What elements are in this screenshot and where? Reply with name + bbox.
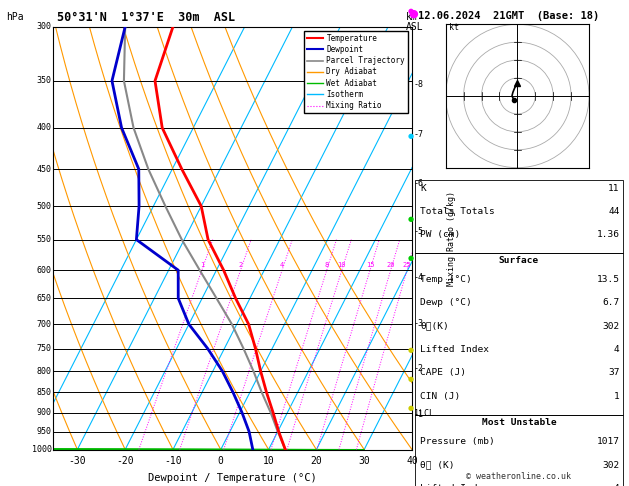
Text: 850: 850 bbox=[36, 388, 52, 397]
Text: K: K bbox=[420, 184, 426, 193]
Text: Totals Totals: Totals Totals bbox=[420, 207, 495, 216]
Text: 10: 10 bbox=[263, 456, 274, 466]
Text: hPa: hPa bbox=[6, 12, 24, 22]
Text: ●: ● bbox=[408, 9, 418, 19]
Text: Dewpoint / Temperature (°C): Dewpoint / Temperature (°C) bbox=[148, 473, 317, 483]
Text: ●: ● bbox=[408, 405, 414, 411]
Text: 400: 400 bbox=[36, 123, 52, 132]
Text: 1: 1 bbox=[200, 262, 204, 268]
Text: 302: 302 bbox=[603, 322, 620, 331]
Text: 650: 650 bbox=[36, 294, 52, 303]
Text: 300: 300 bbox=[36, 22, 52, 31]
Text: ●: ● bbox=[408, 216, 414, 222]
Text: -3: -3 bbox=[414, 319, 424, 328]
Text: 1000: 1000 bbox=[31, 445, 52, 454]
Text: 1.36: 1.36 bbox=[596, 230, 620, 240]
Text: ●: ● bbox=[408, 376, 414, 382]
Text: 40: 40 bbox=[406, 456, 418, 466]
Legend: Temperature, Dewpoint, Parcel Trajectory, Dry Adiabat, Wet Adiabat, Isotherm, Mi: Temperature, Dewpoint, Parcel Trajectory… bbox=[304, 31, 408, 113]
Text: 20: 20 bbox=[386, 262, 395, 268]
Text: 350: 350 bbox=[36, 76, 52, 86]
Text: Dewp (°C): Dewp (°C) bbox=[420, 298, 472, 308]
Text: © weatheronline.co.uk: © weatheronline.co.uk bbox=[467, 472, 571, 481]
Text: 12.06.2024  21GMT  (Base: 18): 12.06.2024 21GMT (Base: 18) bbox=[418, 11, 599, 21]
Text: -1: -1 bbox=[414, 410, 424, 418]
Text: 37: 37 bbox=[608, 368, 620, 378]
Text: Most Unstable: Most Unstable bbox=[482, 418, 556, 427]
Text: 44: 44 bbox=[608, 207, 620, 216]
Text: Mixing Ratio (g/kg): Mixing Ratio (g/kg) bbox=[447, 191, 456, 286]
Text: 10: 10 bbox=[338, 262, 346, 268]
Text: -6: -6 bbox=[414, 179, 424, 188]
Text: -2: -2 bbox=[414, 364, 424, 373]
Text: -5: -5 bbox=[414, 226, 424, 236]
Text: 13.5: 13.5 bbox=[596, 275, 620, 284]
Text: 25: 25 bbox=[403, 262, 411, 268]
Text: 50°31'N  1°37'E  30m  ASL: 50°31'N 1°37'E 30m ASL bbox=[57, 11, 235, 24]
Text: CIN (J): CIN (J) bbox=[420, 392, 460, 401]
Text: Lifted Index: Lifted Index bbox=[420, 484, 489, 486]
Text: 1017: 1017 bbox=[596, 437, 620, 447]
Text: θᴄ(K): θᴄ(K) bbox=[420, 322, 449, 331]
Text: ●: ● bbox=[408, 8, 414, 14]
Text: ●: ● bbox=[408, 347, 414, 353]
Text: 600: 600 bbox=[36, 266, 52, 275]
Text: 900: 900 bbox=[36, 408, 52, 417]
Text: PW (cm): PW (cm) bbox=[420, 230, 460, 240]
Text: 2: 2 bbox=[238, 262, 243, 268]
Text: θᴄ (K): θᴄ (K) bbox=[420, 461, 455, 470]
Text: 11: 11 bbox=[608, 184, 620, 193]
Text: -4: -4 bbox=[414, 273, 424, 282]
Text: 0: 0 bbox=[218, 456, 224, 466]
Text: 800: 800 bbox=[36, 366, 52, 376]
Text: kt: kt bbox=[449, 23, 459, 32]
Text: 4: 4 bbox=[614, 484, 620, 486]
Text: ●: ● bbox=[408, 255, 414, 260]
Text: 20: 20 bbox=[311, 456, 322, 466]
Text: km: km bbox=[406, 12, 418, 22]
Text: 500: 500 bbox=[36, 202, 52, 210]
Text: CAPE (J): CAPE (J) bbox=[420, 368, 466, 378]
Text: 4: 4 bbox=[280, 262, 284, 268]
Text: 450: 450 bbox=[36, 165, 52, 174]
Text: ●: ● bbox=[408, 133, 414, 139]
Text: 1LCL: 1LCL bbox=[414, 409, 434, 418]
Text: 700: 700 bbox=[36, 320, 52, 329]
Text: 550: 550 bbox=[36, 235, 52, 244]
Text: Surface: Surface bbox=[499, 256, 539, 265]
Text: 15: 15 bbox=[365, 262, 374, 268]
Text: -20: -20 bbox=[116, 456, 134, 466]
Text: Pressure (mb): Pressure (mb) bbox=[420, 437, 495, 447]
Text: -7: -7 bbox=[414, 130, 424, 139]
Text: 4: 4 bbox=[614, 345, 620, 354]
Text: -10: -10 bbox=[164, 456, 182, 466]
Text: ASL: ASL bbox=[406, 22, 423, 32]
Text: Temp (°C): Temp (°C) bbox=[420, 275, 472, 284]
Text: 950: 950 bbox=[36, 427, 52, 436]
Text: 6.7: 6.7 bbox=[603, 298, 620, 308]
Text: -30: -30 bbox=[69, 456, 86, 466]
Text: 302: 302 bbox=[603, 461, 620, 470]
Text: Lifted Index: Lifted Index bbox=[420, 345, 489, 354]
Text: 1: 1 bbox=[614, 392, 620, 401]
Text: -8: -8 bbox=[414, 80, 424, 89]
Text: 8: 8 bbox=[325, 262, 329, 268]
Text: 30: 30 bbox=[359, 456, 370, 466]
Text: 750: 750 bbox=[36, 344, 52, 353]
